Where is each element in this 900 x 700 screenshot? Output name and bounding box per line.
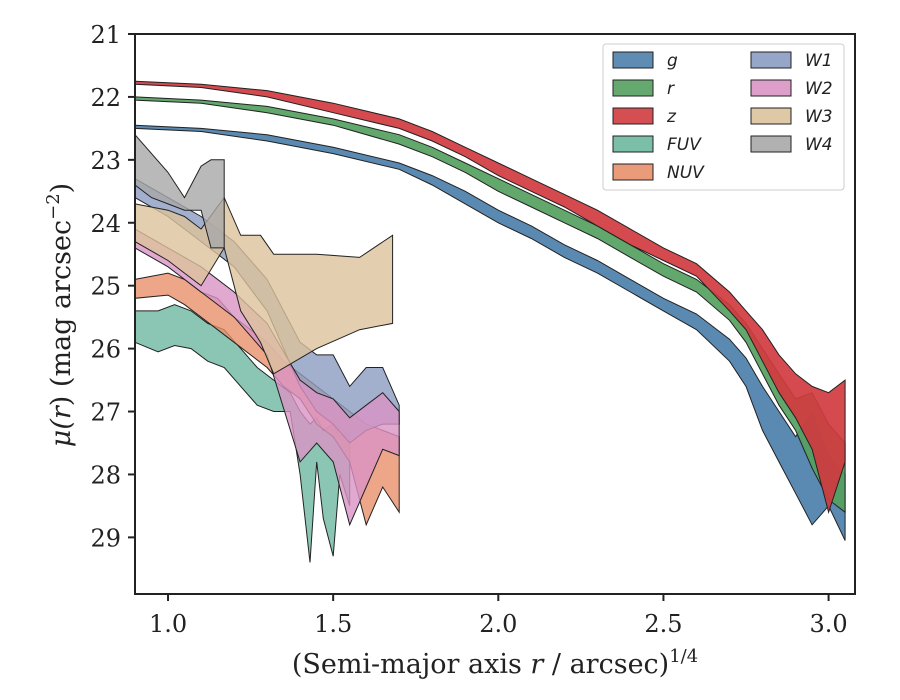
y-axis-label-sup: −2	[43, 193, 64, 220]
y-tick-label: 28	[90, 461, 121, 489]
legend-label-g: g	[667, 51, 678, 71]
y-tick-label: 27	[90, 399, 121, 427]
x-tick-label: 2.0	[479, 610, 517, 638]
legend-label-r: r	[667, 79, 675, 99]
legend-swatch-fuv	[612, 135, 654, 153]
y-axis-label-end: )	[46, 183, 77, 194]
x-axis-label-var: r	[530, 649, 545, 680]
y-tick-label: 21	[90, 21, 121, 49]
band-r	[134, 96, 846, 514]
legend-swatch-w1	[750, 51, 792, 69]
legend-swatch-w4	[750, 135, 792, 153]
y-axis-label: μ(r) (mag arcsec−2)	[43, 183, 77, 447]
y-axis-label-mu: μ(	[46, 418, 77, 448]
y-axis: 21 22 23 24 25 26 27 28 29	[90, 21, 135, 552]
legend-swatch-w3	[750, 107, 792, 125]
legend-label-nuv: NUV	[667, 163, 705, 183]
y-tick-label: 22	[90, 84, 121, 112]
y-axis-label-post: ) (mag arcsec	[46, 220, 77, 406]
x-tick-label: 1.0	[149, 610, 187, 638]
x-axis-label: (Semi-major axis r / arcsec)1/4	[292, 646, 698, 680]
x-axis: 1.0 1.5 2.0 2.5 3.0	[149, 594, 848, 638]
y-tick-label: 24	[90, 210, 121, 238]
legend-label-fuv: FUV	[667, 135, 702, 155]
legend-label-w4: W4	[805, 135, 833, 155]
legend-swatch-g	[612, 51, 654, 69]
y-tick-label: 26	[90, 336, 121, 364]
legend-swatch-r	[612, 79, 654, 97]
band-layer	[134, 80, 846, 563]
x-tick-label: 1.5	[314, 610, 352, 638]
y-tick-label: 23	[90, 147, 121, 175]
legend-swatch-z	[612, 107, 654, 125]
x-tick-label: 2.5	[644, 610, 682, 638]
legend-swatch-nuv	[612, 163, 654, 181]
x-axis-label-pre: (Semi-major axis	[292, 649, 531, 680]
x-axis-label-sup: 1/4	[669, 646, 698, 667]
y-axis-label-var: r	[46, 404, 77, 419]
plot-frame	[134, 33, 856, 595]
legend-label-w3: W3	[805, 107, 833, 127]
band-w4	[134, 133, 225, 249]
band-g	[134, 124, 846, 541]
band-z	[134, 80, 846, 514]
y-tick-label: 29	[90, 524, 121, 552]
legend-label-w1: W1	[805, 51, 833, 71]
legend-swatch-w2	[750, 79, 792, 97]
x-axis-label-post: / arcsec)	[543, 649, 669, 680]
legend: grz FUV NUV W1 W2 W3 W4	[602, 43, 845, 191]
x-tick-label: 3.0	[809, 610, 847, 638]
legend-label-w2: W2	[805, 79, 833, 99]
y-tick-label: 25	[90, 273, 121, 301]
legend-label-z: z	[666, 107, 677, 127]
